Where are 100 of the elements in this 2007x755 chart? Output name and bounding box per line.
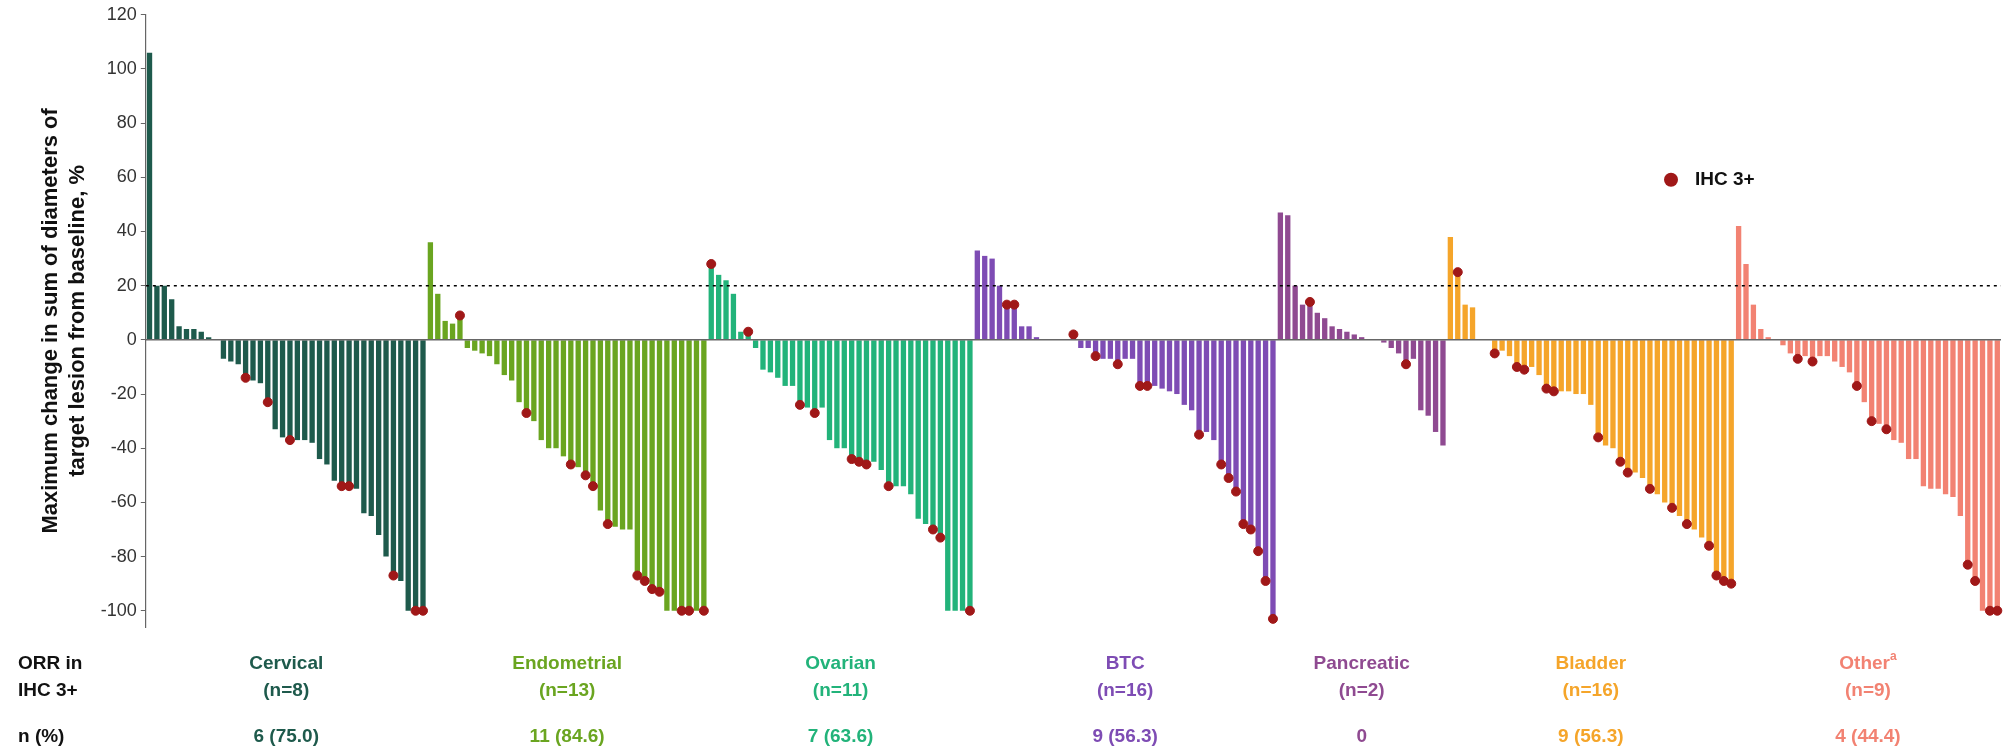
text: (n=16) [1096,679,1154,701]
bar [1410,340,1417,359]
bar [908,340,914,495]
bar [1935,340,1941,489]
bar [1602,340,1609,446]
bar [1839,340,1845,367]
bar [1462,304,1468,340]
bar [1676,340,1683,516]
bar [235,340,241,365]
bar [1418,340,1424,411]
bar [1469,307,1476,340]
bar [272,340,278,430]
bar [715,274,722,340]
bar [1181,340,1187,405]
bar [257,340,264,384]
text: 7 (63.6) [807,725,874,747]
y-tick-label: 20 [116,274,137,295]
bar [191,329,197,340]
bar [1019,326,1025,340]
bar [1499,340,1505,351]
bar [1432,340,1439,432]
bar [398,340,404,581]
bar [316,340,323,460]
bar [1277,212,1284,340]
bar [671,340,677,611]
bar [730,293,737,340]
text: Ovarian [805,652,876,674]
text: 9 (56.3) [1558,725,1624,747]
bar [1861,340,1867,403]
bar [915,340,921,519]
bar [1351,334,1357,340]
bar [789,340,796,386]
bar [612,340,618,527]
legend-label: IHC 3+ [1695,168,1755,190]
bar [952,340,958,611]
bar [427,242,434,340]
bar [361,340,367,514]
bar [553,340,559,449]
bar [1529,340,1535,367]
bar [1802,340,1808,357]
bar [1580,340,1587,395]
bar [494,340,500,365]
bar [1565,340,1572,392]
bar [1743,264,1749,340]
bar [154,285,160,340]
text: ORR in IHC 3+ [18,652,83,701]
text: 11 (84.6) [529,725,605,747]
text: 4 (44.4) [1835,725,1901,747]
text: (n=16) [1562,679,1620,701]
bar [1381,340,1387,343]
y-tick-label: 120 [106,3,137,24]
text: 9 (56.3) [1092,725,1158,747]
text: 0 [1356,725,1367,747]
bar [834,340,840,449]
bar [1573,340,1579,395]
bar [627,340,633,530]
bar [1107,340,1114,359]
bar [959,340,966,611]
bar [383,340,389,557]
bar [1913,340,1919,460]
bar [531,340,537,422]
text: (n=2) [1338,679,1385,701]
bar [1129,340,1136,359]
bar [1558,340,1564,392]
bar [826,340,833,441]
bar [1026,326,1032,340]
bar [996,285,1003,340]
bar [442,320,448,340]
bar [1846,340,1853,373]
bar [782,340,788,386]
bar [1299,304,1306,340]
bar [1691,340,1697,530]
bar [161,285,167,340]
bar [545,340,552,449]
bar [945,340,951,611]
bar [1928,340,1934,489]
bar [1588,340,1594,405]
bar [1189,340,1195,411]
bar [1174,340,1180,395]
bar [1758,329,1764,340]
bar [974,250,980,340]
bar [479,340,485,354]
bar [1100,340,1106,359]
bar [982,255,988,340]
bar [183,329,190,340]
bar [693,340,700,611]
bar [1662,340,1668,503]
bar [1942,340,1949,495]
bar [767,340,774,373]
bar [220,340,227,359]
bar [1159,340,1165,389]
bar [1203,340,1210,432]
bar [1152,340,1158,386]
y-tick-label: 80 [116,112,137,133]
bar [1699,340,1705,538]
bar [1285,215,1291,340]
bar [871,340,877,462]
bar [1957,340,1964,516]
bar [1639,340,1646,479]
bar [560,340,567,457]
